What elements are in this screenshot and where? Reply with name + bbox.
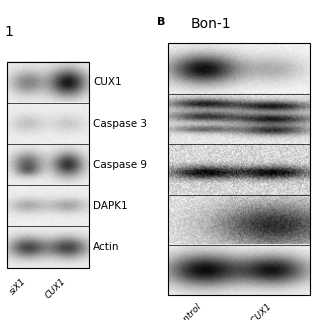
Text: DAPK1: DAPK1 (93, 201, 128, 211)
Text: Bon-1: Bon-1 (191, 17, 232, 31)
Text: CUX1: CUX1 (93, 77, 122, 87)
Bar (168, 44, 310, 295)
Text: siCUX1: siCUX1 (244, 301, 274, 320)
Text: siControl: siControl (169, 301, 204, 320)
Text: 1: 1 (4, 25, 13, 39)
Text: siX1: siX1 (8, 277, 28, 297)
Text: Caspase 3: Caspase 3 (93, 119, 147, 129)
Bar (7, 62, 89, 268)
Text: B: B (157, 17, 165, 27)
Text: Caspase 9: Caspase 9 (93, 160, 147, 170)
Text: Actin: Actin (93, 242, 119, 252)
Text: CUX1: CUX1 (44, 277, 68, 301)
